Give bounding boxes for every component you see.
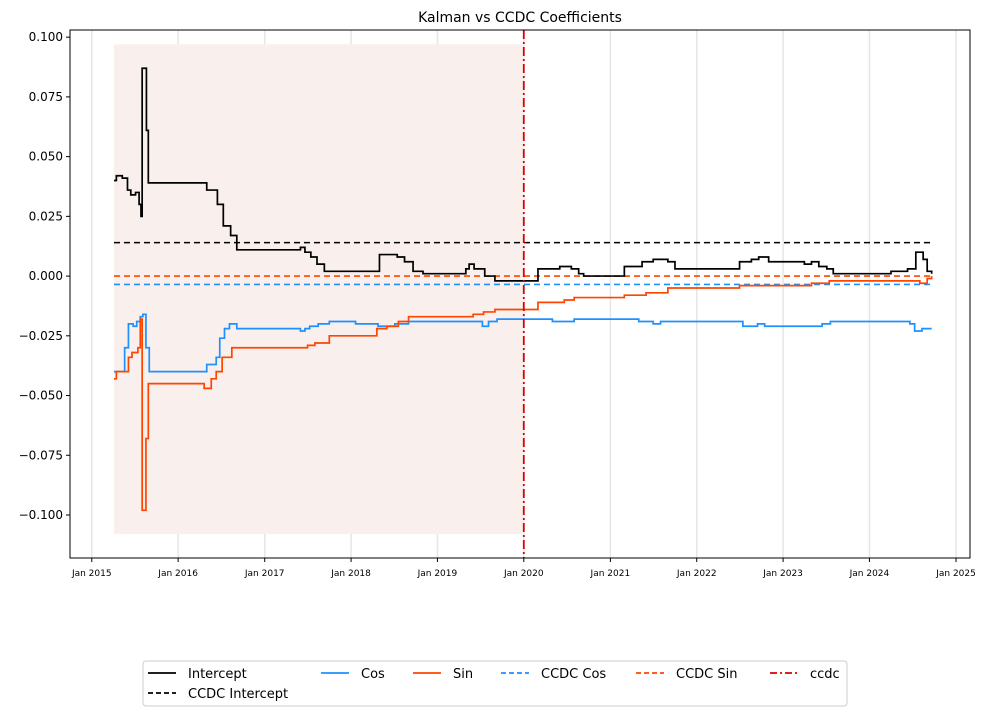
x-tick-label: Jan 2015 xyxy=(71,569,112,579)
y-tick-label: 0.100 xyxy=(29,30,63,44)
y-tick-label: −0.100 xyxy=(19,508,63,522)
shaded-region xyxy=(114,44,524,535)
y-tick-label: 0.075 xyxy=(29,90,63,104)
series-sin xyxy=(114,276,933,512)
plot-frame xyxy=(69,29,971,559)
legend-label: CCDC Cos xyxy=(541,667,606,682)
x-tick-label: Jan 2017 xyxy=(244,569,285,579)
y-tick-label: 0.000 xyxy=(29,269,63,283)
x-tick-label: Jan 2022 xyxy=(676,569,717,579)
legend-box xyxy=(142,660,848,707)
x-tick-label: Jan 2018 xyxy=(330,569,371,579)
shaded-rect xyxy=(114,44,524,535)
y-tick-label: −0.025 xyxy=(19,329,63,343)
x-tick-label: Jan 2023 xyxy=(762,569,803,579)
x-tick-label: Jan 2021 xyxy=(590,569,631,579)
x-tick-label: Jan 2020 xyxy=(503,569,544,579)
legend-label: CCDC Sin xyxy=(676,667,737,682)
series-cos xyxy=(114,313,932,373)
y-axis: 0.100 0.075 0.050 0.025 0.000 −0.025 −0.050 −0.… xyxy=(19,30,70,522)
y-tick-label: 0.025 xyxy=(29,209,63,223)
x-tick-label: Jan 2019 xyxy=(417,569,458,579)
x-axis: Jan 2015 Jan 2016 Jan 2017 Jan 2018 Jan 2019… xyxy=(71,558,976,579)
legend-label: CCDC Intercept xyxy=(188,687,288,702)
x-tick-label: Jan 2016 xyxy=(157,569,198,579)
series-lines xyxy=(114,67,933,512)
x-tick-label: Jan 2024 xyxy=(849,569,890,579)
legend-label: ccdc xyxy=(810,667,840,682)
y-tick-label: −0.075 xyxy=(19,448,63,462)
series-intercept xyxy=(114,67,933,282)
y-tick-label: 0.050 xyxy=(29,150,63,164)
x-tick-label: Jan 2025 xyxy=(935,569,976,579)
chart-title: Kalman vs CCDC Coefficients xyxy=(418,10,622,26)
legend: Intercept Cos Sin CCDC Cos CCDC Sin ccdc CCDC … xyxy=(142,660,848,707)
legend-label: Cos xyxy=(361,667,385,682)
legend-label: Sin xyxy=(453,667,473,682)
y-tick-label: −0.050 xyxy=(19,389,63,403)
legend-label: Intercept xyxy=(188,667,247,682)
